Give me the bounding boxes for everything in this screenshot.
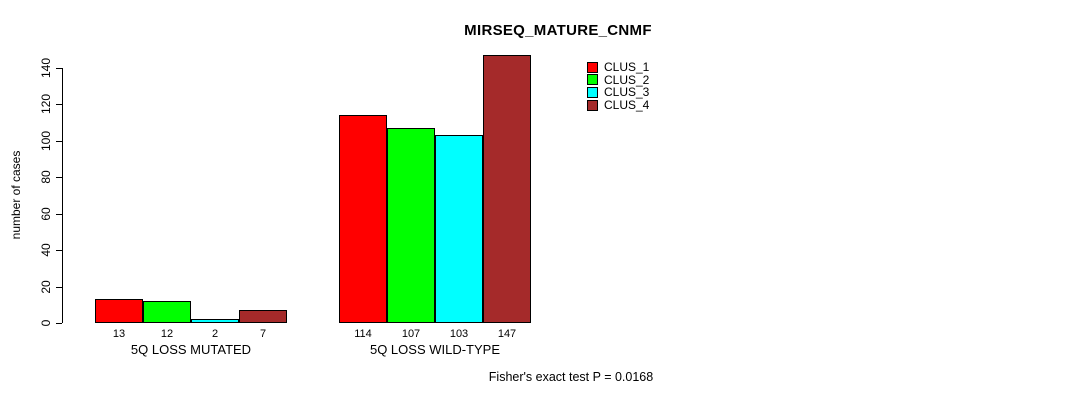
chart-title: MIRSEQ_MATURE_CNMF [464, 22, 652, 39]
bar-clus_2-group2 [387, 128, 435, 323]
bar-clus_4-group1 [239, 310, 287, 323]
y-axis-label: number of cases [9, 150, 23, 240]
group-label: 5Q LOSS MUTATED [130, 342, 252, 357]
bar-clus_2-group1 [143, 301, 191, 323]
y-tick-mark [56, 250, 62, 252]
y-tick-label: 40 [39, 243, 53, 257]
bar-value-label: 12 [160, 328, 174, 340]
bar-value-label: 107 [401, 328, 421, 340]
bar-value-label: 147 [497, 328, 517, 340]
bar-value-label: 2 [211, 328, 219, 340]
legend-item-clus_4: CLUS_4 [587, 99, 649, 112]
bar-clus_3-group1 [191, 319, 239, 323]
legend-label: CLUS_3 [604, 85, 650, 100]
bar-clus_1-group1 [95, 299, 143, 323]
bar-clus_4-group2 [483, 55, 531, 323]
bar-value-label: 13 [112, 328, 126, 340]
y-tick-label: 0 [39, 319, 53, 327]
y-tick-label: 80 [39, 170, 53, 184]
legend-label: CLUS_1 [604, 60, 650, 75]
legend-swatch-clus_2 [587, 74, 598, 86]
bar-value-label: 114 [354, 328, 372, 340]
y-tick-mark [56, 177, 62, 179]
y-axis-line [62, 68, 63, 323]
group-label: 5Q LOSS WILD-TYPE [369, 342, 501, 357]
footer-note: Fisher's exact test P = 0.0168 [488, 370, 654, 384]
y-tick-mark [56, 104, 62, 106]
y-tick-mark [56, 68, 62, 69]
bar-clus_3-group2 [435, 135, 483, 323]
legend-label: CLUS_4 [604, 98, 650, 113]
y-tick-mark [56, 140, 62, 142]
y-tick-mark [56, 286, 62, 288]
y-tick-label: 140 [39, 57, 53, 79]
legend-label: CLUS_2 [604, 72, 650, 87]
bar-value-label: 7 [259, 328, 267, 340]
bar-value-label: 103 [449, 328, 469, 340]
legend-item-clus_2: CLUS_2 [587, 74, 649, 87]
y-tick-mark [56, 323, 62, 324]
legend: CLUS_1 CLUS_2 CLUS_3 CLUS_4 [587, 61, 649, 111]
y-tick-label: 60 [39, 207, 53, 221]
legend-swatch-clus_1 [587, 61, 598, 73]
legend-item-clus_1: CLUS_1 [587, 61, 649, 74]
y-tick-label: 100 [39, 130, 53, 151]
bar-clus_1-group2 [339, 115, 387, 323]
y-tick-label: 120 [39, 94, 53, 115]
legend-swatch-clus_3 [587, 86, 598, 98]
legend-swatch-clus_4 [587, 99, 598, 111]
y-tick-label: 20 [39, 279, 53, 294]
y-tick-mark [56, 213, 62, 215]
legend-item-clus_3: CLUS_3 [587, 86, 649, 99]
